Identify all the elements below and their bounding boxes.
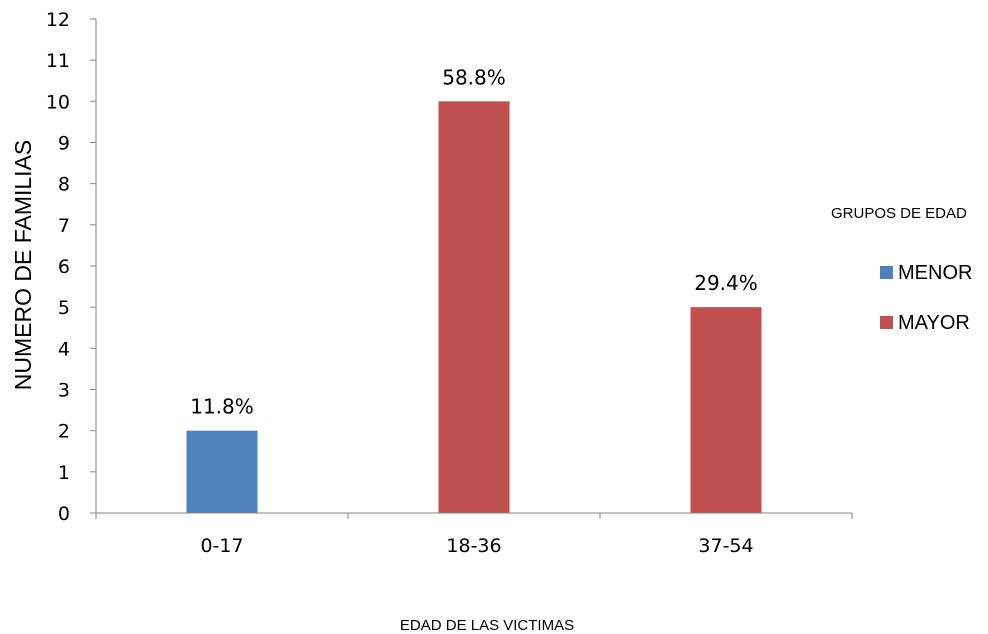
bar-menor-0-17 — [186, 430, 258, 513]
bar-mayor-18-36 — [438, 101, 510, 513]
legend-swatch-mayor — [880, 316, 893, 329]
legend-label-menor: MENOR — [898, 262, 972, 284]
data-label: 58.8% — [442, 65, 506, 89]
data-label: 29.4% — [694, 271, 758, 295]
y-tick-label: 3 — [58, 380, 70, 402]
x-axis-ticks: 0-17 18-36 37-54 — [95, 513, 853, 557]
legend-title: GRUPOS DE EDAD — [831, 205, 967, 222]
y-tick-label: 2 — [58, 421, 70, 443]
data-labels: 11.8% 58.8% 29.4% — [190, 65, 758, 418]
y-tick-label: 4 — [58, 338, 70, 360]
x-tick-label: 18-36 — [446, 535, 501, 557]
x-axis-title: EDAD DE LAS VICTIMAS — [400, 617, 574, 634]
y-axis-title: NUMERO DE FAMILIAS — [10, 140, 36, 390]
y-tick-label: 7 — [58, 215, 70, 237]
y-tick-label: 11 — [46, 50, 70, 72]
legend-label-mayor: MAYOR — [898, 312, 970, 334]
legend: GRUPOS DE EDAD MENOR MAYOR — [831, 205, 972, 334]
x-tick-label: 37-54 — [698, 535, 753, 557]
legend-swatch-menor — [880, 266, 893, 279]
y-tick-label: 8 — [58, 174, 70, 196]
y-tick-label: 9 — [58, 133, 70, 155]
y-tick-label: 0 — [58, 503, 70, 525]
y-tick-label: 5 — [58, 297, 70, 319]
y-tick-label: 6 — [58, 256, 70, 278]
x-tick-label: 0-17 — [200, 535, 243, 557]
data-label: 11.8% — [190, 395, 254, 419]
y-tick-label: 1 — [58, 462, 70, 484]
bars — [186, 101, 762, 513]
y-tick-label: 12 — [46, 9, 70, 31]
bar-mayor-37-54 — [690, 307, 762, 513]
y-tick-label: 10 — [46, 91, 70, 113]
